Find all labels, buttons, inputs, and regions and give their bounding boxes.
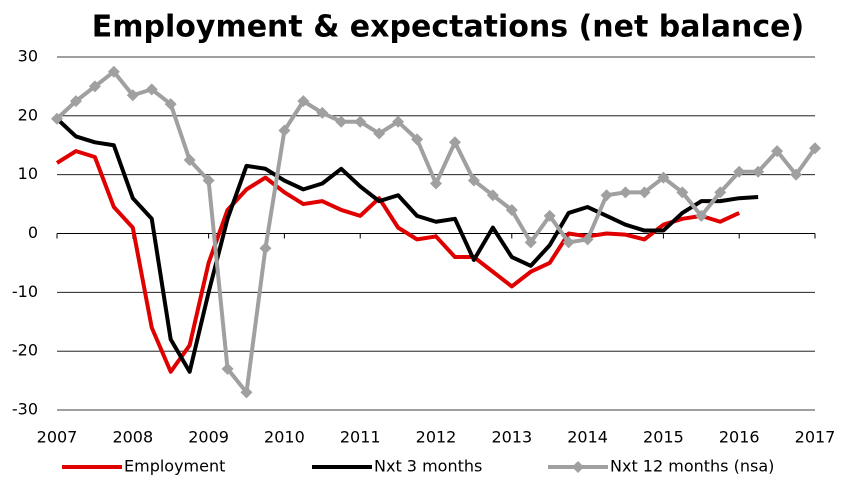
y-tick-label: -20 — [12, 341, 38, 360]
marker — [183, 153, 196, 166]
marker — [373, 127, 386, 140]
marker — [69, 95, 82, 108]
y-tick-label: -10 — [12, 282, 38, 301]
marker — [411, 133, 424, 146]
y-tick-label: 0 — [28, 223, 38, 242]
x-tick-label: 2015 — [643, 428, 684, 447]
x-tick-label: 2009 — [188, 428, 229, 447]
marker — [51, 112, 63, 125]
x-tick-label: 2017 — [795, 428, 836, 447]
marker — [221, 362, 234, 375]
legend-label: Nxt 12 months (nsa) — [610, 457, 774, 476]
marker — [581, 233, 594, 246]
series-line — [55, 149, 741, 374]
x-tick-label: 2014 — [567, 428, 608, 447]
marker — [126, 89, 139, 102]
marker — [771, 145, 784, 158]
series-line — [55, 69, 817, 395]
y-tick-label: 20 — [18, 105, 38, 124]
y-tick-label: -30 — [12, 400, 38, 419]
marker — [240, 386, 253, 399]
marker — [600, 189, 613, 202]
legend-marker — [572, 461, 584, 473]
marker — [562, 236, 575, 249]
marker — [278, 124, 291, 137]
marker — [505, 203, 518, 216]
marker — [164, 98, 177, 111]
marker — [316, 106, 329, 119]
marker — [145, 83, 158, 96]
marker — [543, 209, 556, 222]
y-tick-label: 10 — [18, 164, 38, 183]
x-tick-label: 2010 — [264, 428, 305, 447]
marker — [695, 209, 708, 222]
chart-title: Employment & expectations (net balance) — [92, 10, 804, 45]
x-tick-label: 2007 — [37, 428, 78, 447]
x-tick-label: 2011 — [340, 428, 381, 447]
marker — [714, 186, 727, 199]
marker — [392, 115, 405, 128]
y-tick-label: 30 — [18, 47, 38, 66]
marker — [107, 65, 120, 78]
marker — [259, 242, 272, 255]
marker — [809, 142, 821, 155]
marker — [430, 177, 442, 190]
marker — [638, 186, 651, 199]
marker — [733, 165, 746, 178]
marker — [486, 189, 499, 202]
x-tick-label: 2012 — [416, 428, 457, 447]
x-tick-label: 2016 — [719, 428, 760, 447]
marker — [88, 80, 101, 93]
marker — [354, 115, 367, 128]
x-tick-label: 2008 — [112, 428, 153, 447]
marker — [790, 168, 803, 181]
x-tick-label: 2013 — [491, 428, 532, 447]
legend-label: Nxt 3 months — [374, 457, 482, 476]
marker — [297, 95, 310, 108]
legend-label: Employment — [124, 457, 225, 476]
marker — [657, 171, 670, 184]
marker — [619, 186, 632, 199]
marker — [202, 174, 215, 187]
series-line — [55, 117, 759, 374]
marker — [335, 115, 348, 128]
marker — [524, 236, 537, 249]
marker — [448, 136, 461, 149]
marker — [752, 165, 765, 178]
marker — [467, 174, 480, 187]
marker — [676, 186, 689, 199]
